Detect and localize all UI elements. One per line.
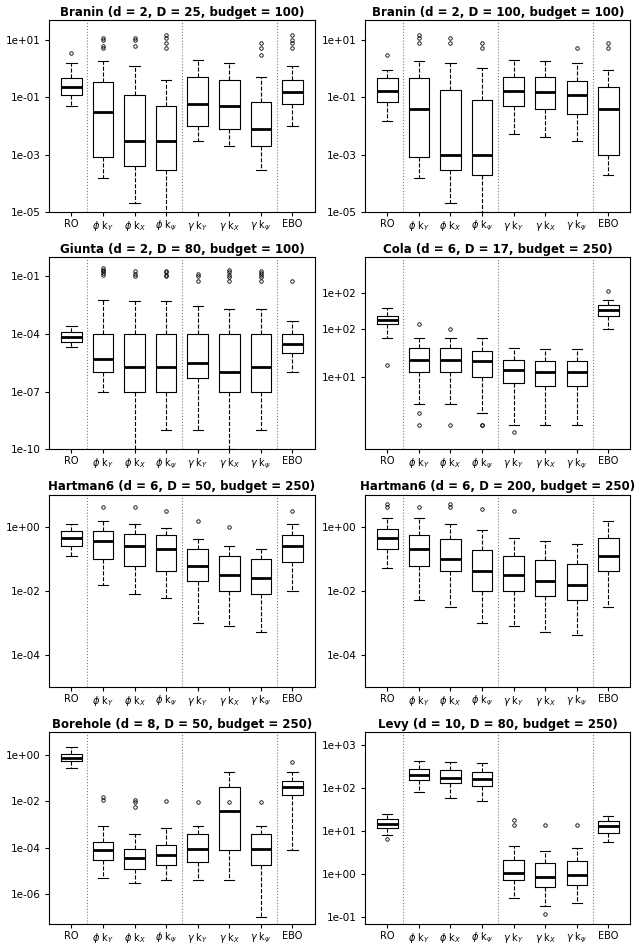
Title: Hartman6 (d = 6, D = 200, budget = 250): Hartman6 (d = 6, D = 200, budget = 250) bbox=[360, 480, 635, 494]
Title: Levy (d = 10, D = 80, budget = 250): Levy (d = 10, D = 80, budget = 250) bbox=[378, 718, 618, 730]
Title: Branin (d = 2, D = 100, budget = 100): Branin (d = 2, D = 100, budget = 100) bbox=[371, 6, 624, 19]
Title: Borehole (d = 8, D = 50, budget = 250): Borehole (d = 8, D = 50, budget = 250) bbox=[52, 718, 312, 730]
Title: Giunta (d = 2, D = 80, budget = 100): Giunta (d = 2, D = 80, budget = 100) bbox=[60, 243, 304, 256]
Title: Hartman6 (d = 6, D = 50, budget = 250): Hartman6 (d = 6, D = 50, budget = 250) bbox=[48, 480, 315, 494]
Title: Cola (d = 6, D = 17, budget = 250): Cola (d = 6, D = 17, budget = 250) bbox=[383, 243, 612, 256]
Title: Branin (d = 2, D = 25, budget = 100): Branin (d = 2, D = 25, budget = 100) bbox=[60, 6, 304, 19]
